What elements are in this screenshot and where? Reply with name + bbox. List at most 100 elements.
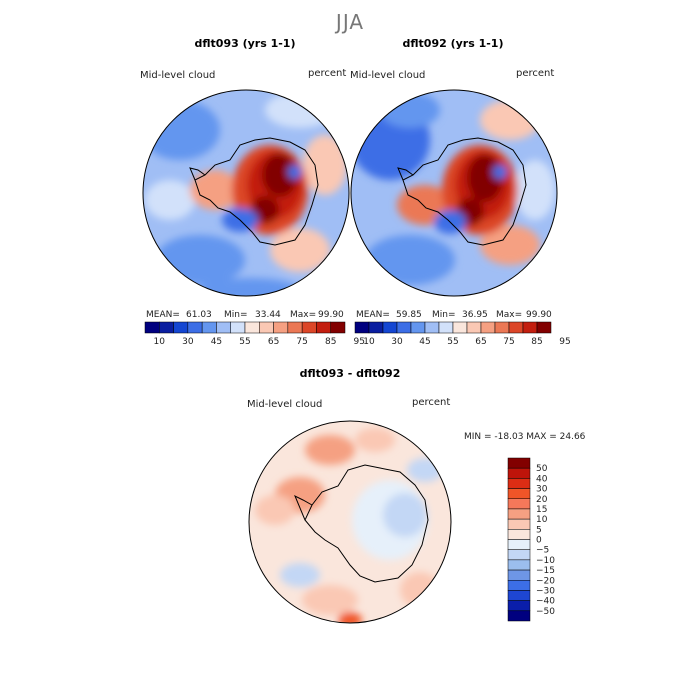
colorbar-tick-label: 95 — [354, 337, 365, 347]
colorbar-swatch — [301, 321, 317, 334]
diff-panel-variable: Mid-level cloud — [247, 399, 323, 410]
panel2-title: dflt092 (yrs 1-1) — [402, 37, 504, 50]
colorbar-swatch — [452, 321, 468, 334]
colorbar-swatch — [287, 321, 303, 334]
panel1-mean-label: MEAN= — [146, 310, 180, 320]
colorbar-swatch — [396, 321, 412, 334]
colorbar-tick-label: 85 — [531, 337, 542, 347]
colorbar-tick-label: 10 — [154, 337, 166, 347]
colorbar-tick-label: 10 — [536, 515, 548, 525]
colorbar-tick-label: 45 — [211, 337, 222, 347]
colorbar-tick-label: 5 — [536, 525, 542, 535]
colorbar-swatch — [159, 321, 174, 334]
colorbar-swatch — [424, 321, 440, 334]
panel1-max-label: Max= — [290, 310, 317, 320]
colorbar-panel1: 10 30 45 55 65 75 85 95 — [144, 321, 365, 347]
colorbar-swatch — [173, 321, 189, 334]
colorbar-tick-label: 30 — [182, 337, 194, 347]
map-panel2-border — [350, 89, 558, 297]
colorbar-tick-label: −40 — [536, 597, 555, 607]
colorbar-tick-label: 65 — [475, 337, 486, 347]
colorbar-swatch — [144, 321, 160, 334]
colorbar-swatch — [507, 498, 531, 510]
colorbar-swatch — [187, 321, 203, 334]
colorbar-tick-label: 50 — [536, 464, 548, 474]
colorbar-tick-label: 65 — [268, 337, 279, 347]
colorbar-swatch — [507, 488, 531, 499]
panel1-title: dflt093 (yrs 1-1) — [194, 37, 296, 50]
panel1-units: percent — [308, 68, 347, 79]
panel1-min-label: Min= — [224, 310, 248, 320]
colorbar-swatch — [507, 549, 531, 561]
map-panel2 — [351, 90, 557, 296]
colorbar-swatch — [410, 321, 426, 334]
page-title: JJA — [335, 10, 365, 34]
colorbar-tick-label: −50 — [536, 607, 555, 617]
colorbar-swatch — [507, 559, 531, 571]
panel2-mean: 59.85 — [396, 310, 422, 320]
map-diff — [249, 421, 451, 623]
colorbar-swatch — [259, 321, 274, 334]
panel1-mean: 61.03 — [186, 310, 212, 320]
colorbar-tick-label: 10 — [363, 337, 375, 347]
colorbar-tick-label: 15 — [536, 505, 547, 515]
colorbar-tick-label: 55 — [239, 337, 250, 347]
map-panel1-border — [142, 89, 350, 297]
colorbar-tick-label: 45 — [419, 337, 430, 347]
colorbar-swatch — [507, 518, 531, 530]
colorbar-swatch — [507, 580, 531, 591]
panel2-max: 99.90 — [526, 310, 552, 320]
colorbar-swatch — [316, 321, 331, 334]
colorbar-tick-label: −10 — [536, 556, 555, 566]
colorbar-swatch — [507, 529, 531, 540]
colorbar-swatch — [494, 321, 510, 334]
colorbar-tick-label: 20 — [536, 495, 548, 505]
diff-panel-title: dflt093 - dflt092 — [299, 367, 401, 380]
colorbar-swatch — [216, 321, 231, 334]
colorbar-swatch — [508, 321, 524, 334]
colorbar-tick-label: 0 — [536, 536, 542, 546]
colorbar-swatch — [382, 321, 398, 334]
panel2-mean-label: MEAN= — [356, 310, 390, 320]
colorbar-swatch — [273, 321, 289, 334]
panel2-variable: Mid-level cloud — [350, 70, 426, 81]
colorbar-swatch — [230, 321, 246, 334]
colorbar-swatch — [330, 321, 346, 334]
colorbar-swatch — [466, 321, 482, 334]
panel2-min-label: Min= — [432, 310, 456, 320]
colorbar-swatch — [368, 321, 384, 334]
colorbar-tick-label: 55 — [447, 337, 458, 347]
colorbar-tick-label: −30 — [536, 586, 555, 596]
colorbar-swatch — [507, 467, 531, 479]
colorbar-swatch — [480, 321, 496, 334]
diff-panel-minmax: MIN = -18.03 MAX = 24.66 — [464, 432, 586, 442]
colorbar-swatch — [507, 610, 531, 622]
colorbar-swatch — [522, 321, 538, 334]
colorbar-tick-label: 40 — [536, 474, 548, 484]
colorbar-tick-label: 75 — [503, 337, 514, 347]
colorbar-panel2: 10 30 45 55 65 75 85 95 — [354, 321, 571, 347]
panel1-max: 99.90 — [318, 310, 344, 320]
colorbar-swatch — [201, 321, 217, 334]
colorbar-tick-label: 30 — [391, 337, 403, 347]
panel1-min: 33.44 — [255, 310, 281, 320]
colorbar-tick-label: 85 — [325, 337, 336, 347]
colorbar-tick-label: −20 — [536, 576, 555, 586]
colorbar-swatch — [507, 508, 531, 520]
colorbar-swatch — [354, 321, 370, 334]
diff-panel-units: percent — [412, 397, 451, 408]
colorbar-tick-label: −15 — [536, 566, 555, 576]
colorbar-tick-label: 95 — [559, 337, 570, 347]
colorbar-swatch — [507, 569, 531, 581]
colorbar-swatch — [244, 321, 260, 334]
colorbar-swatch — [507, 478, 531, 489]
colorbar-tick-label: 30 — [536, 485, 548, 495]
colorbar-swatch — [536, 321, 552, 334]
colorbar-tick-label: 75 — [296, 337, 307, 347]
colorbar-swatch — [507, 539, 531, 550]
panel2-min: 36.95 — [462, 310, 488, 320]
panel2-max-label: Max= — [496, 310, 523, 320]
colorbar-swatch — [507, 457, 531, 469]
